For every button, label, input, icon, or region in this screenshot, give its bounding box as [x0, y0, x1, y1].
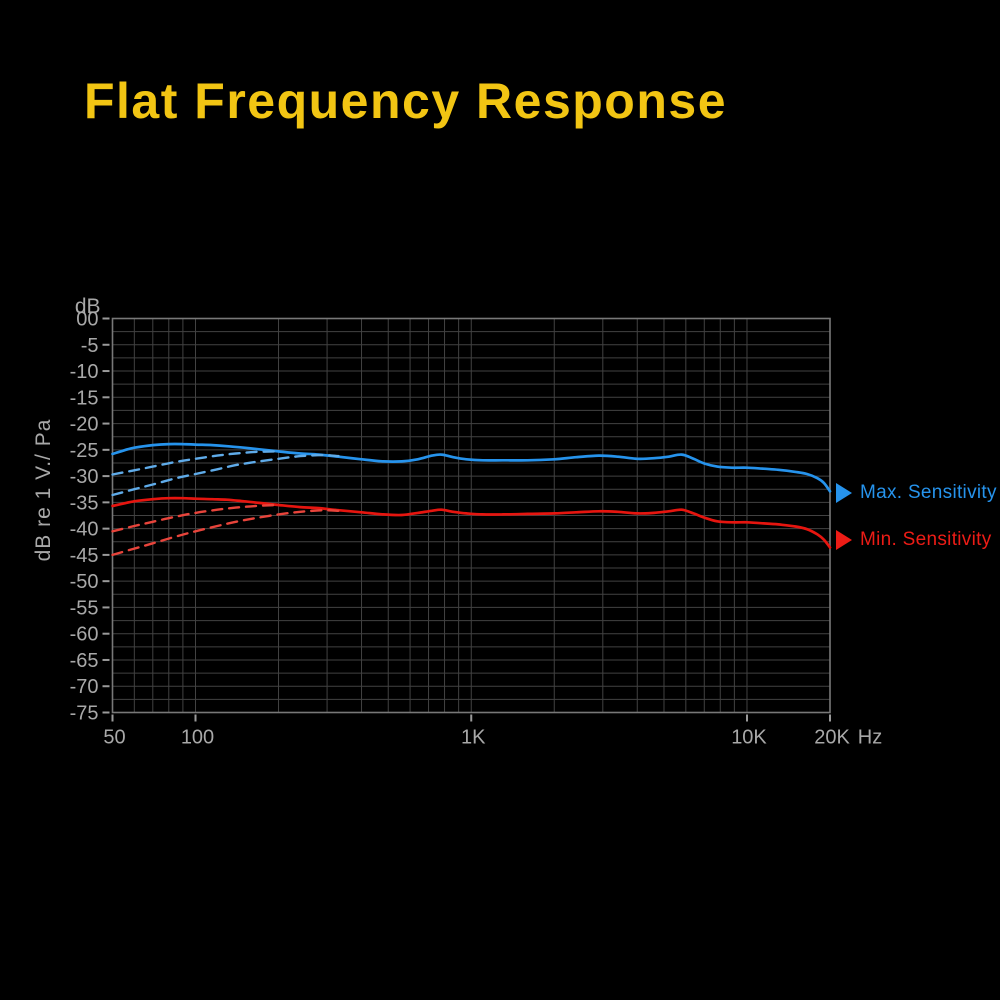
min-sensitivity-curve	[111, 496, 832, 549]
y-tick-label: 00	[76, 309, 98, 331]
y-tick-label: -25	[70, 440, 99, 462]
y-tick-label: -30	[70, 466, 99, 488]
y-tick-label: -65	[70, 650, 99, 672]
grid	[112, 318, 831, 713]
y-tick-label: -70	[70, 676, 99, 698]
y-tick-label: -55	[70, 597, 99, 619]
x-tick-label: 20K	[814, 727, 850, 749]
x-tick-label: 10K	[731, 727, 767, 749]
x-tick-label: 50	[103, 727, 125, 749]
y-tick-label: -10	[70, 361, 99, 383]
min-sensitivity-rolloff-a-curve	[111, 503, 277, 533]
max-sensitivity-curve	[111, 442, 832, 493]
max-sensitivity-rolloff-b-curve	[111, 453, 340, 497]
y-tick-label: -75	[70, 703, 99, 725]
x-axis-unit-label: Hz	[858, 727, 882, 749]
min-sensitivity-rolloff-b-curve	[111, 508, 340, 557]
y-axis-title: dB re 1 V./ Pa	[32, 419, 55, 562]
y-tick-label: -60	[70, 624, 99, 646]
y-tick-label: -50	[70, 571, 99, 593]
axis-ticks	[102, 317, 831, 722]
x-tick-label: 1K	[461, 727, 486, 749]
y-tick-label: -45	[70, 545, 99, 567]
axis-labels: 00 -5 -10 -15 -20 -25 -30 -35 -40 -45 -50 -55 -60 -65…	[32, 295, 882, 749]
y-tick-label: -5	[81, 335, 99, 357]
y-axis-unit-label: dB	[75, 295, 101, 318]
x-tick-label: 100	[181, 727, 214, 749]
y-tick-label: -20	[70, 414, 99, 436]
y-tick-label: -35	[70, 492, 99, 514]
y-tick-label: -15	[70, 387, 99, 409]
y-tick-label: -40	[70, 519, 99, 541]
plot-border	[111, 317, 831, 714]
max-sensitivity-rolloff-a-curve	[111, 450, 277, 476]
page-title: Flat Frequency Response	[84, 73, 727, 129]
